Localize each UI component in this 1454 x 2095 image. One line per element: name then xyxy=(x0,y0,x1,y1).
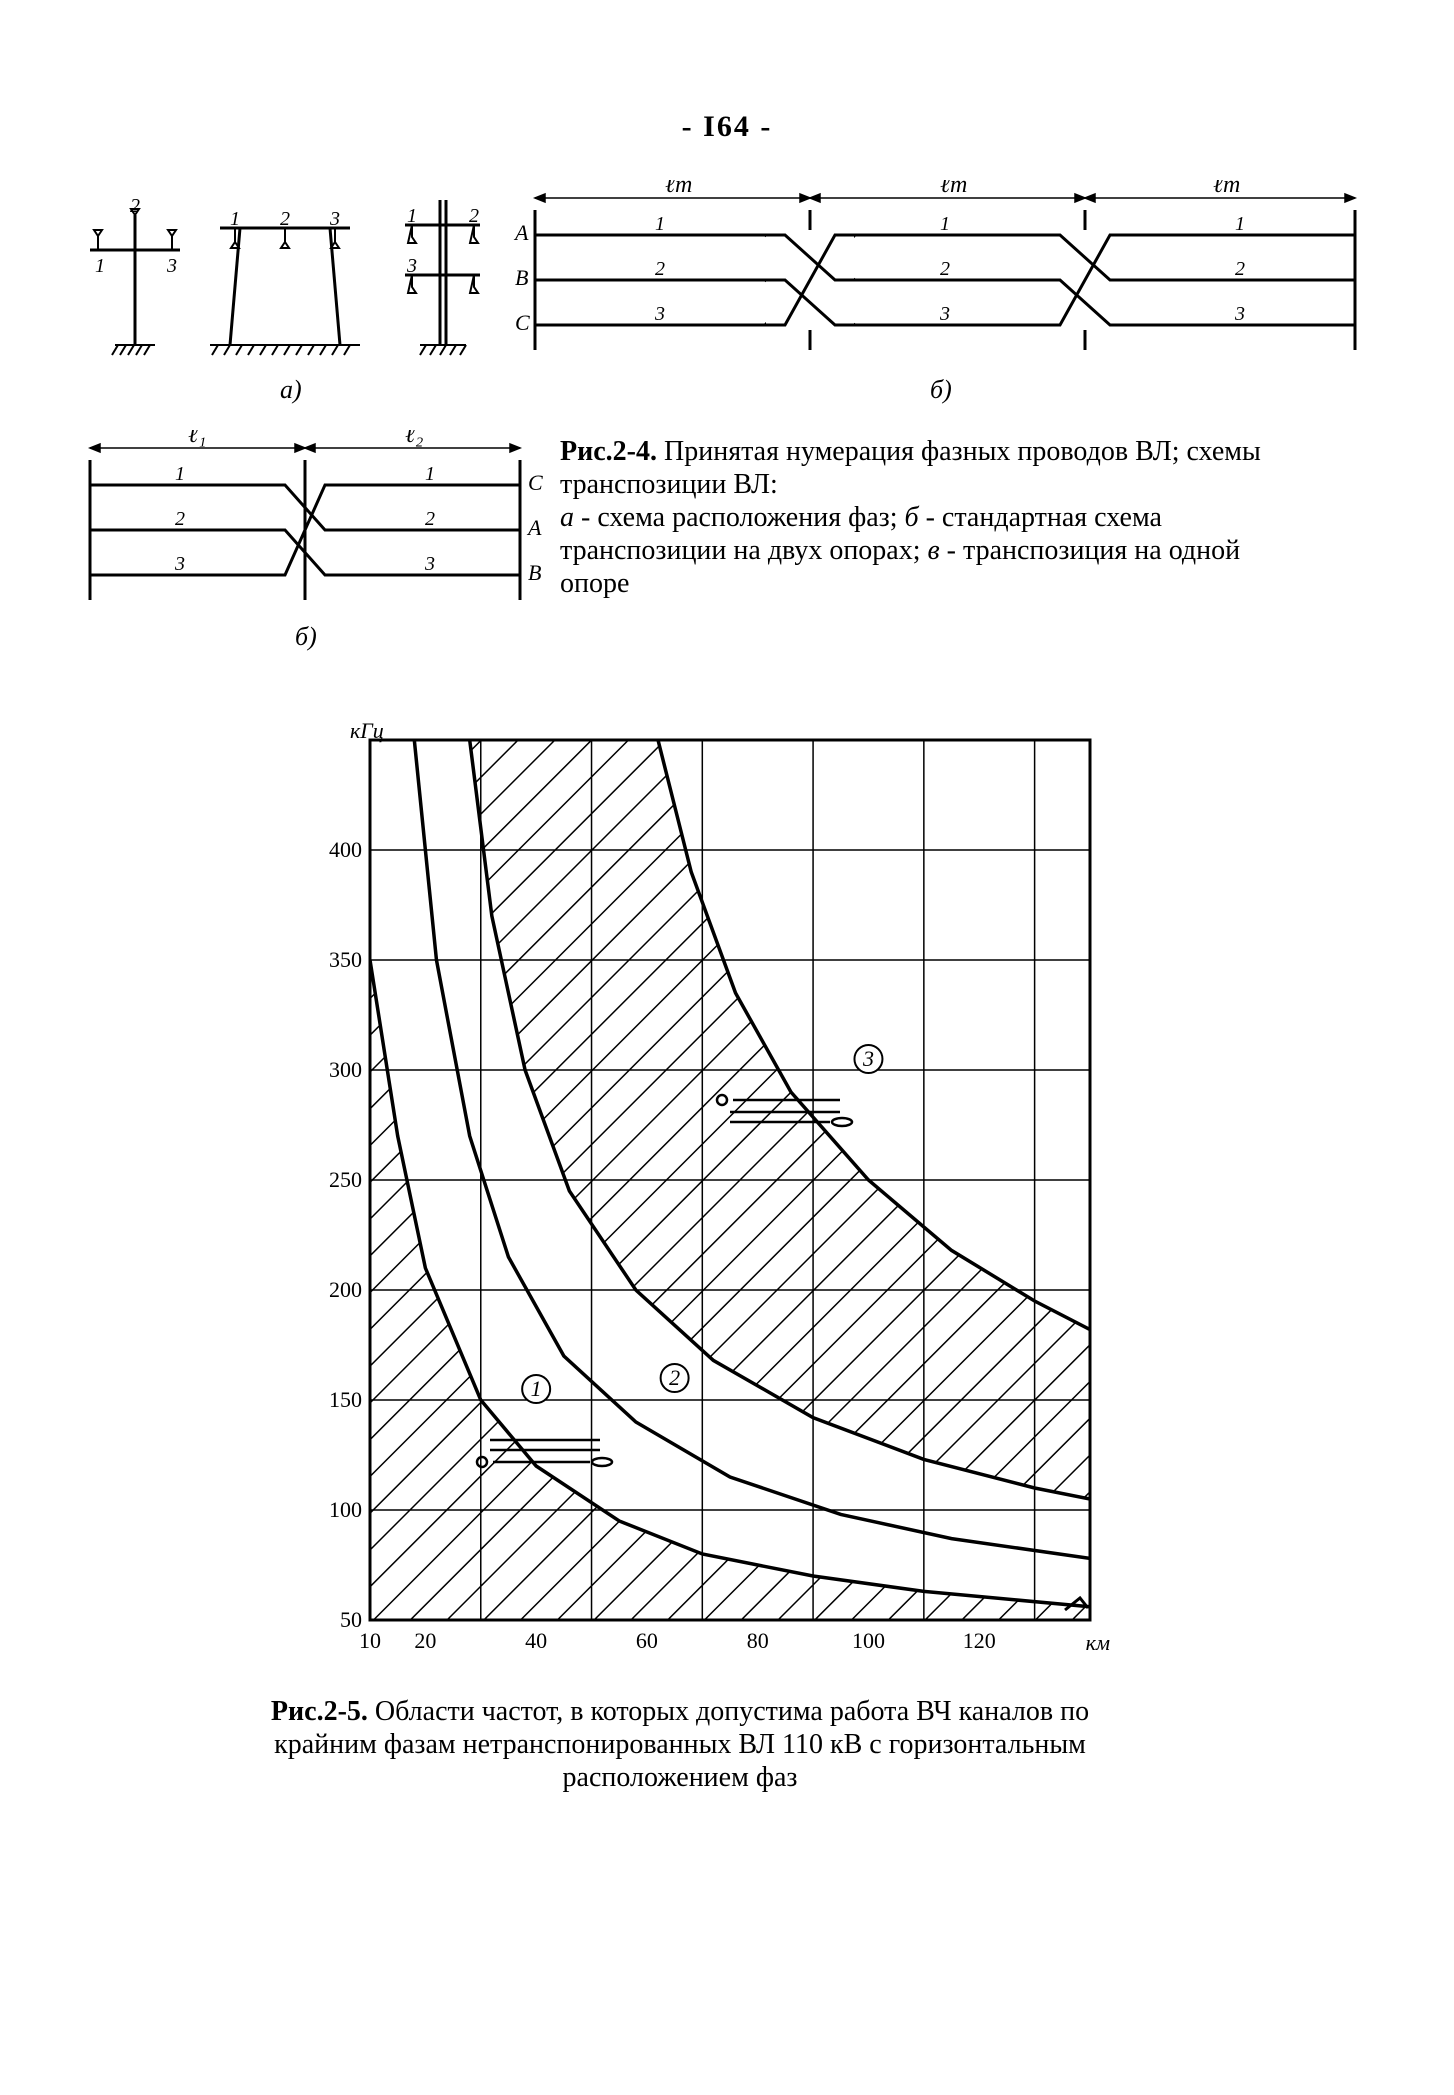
svg-text:3: 3 xyxy=(174,553,185,575)
y-axis-label: кГц xyxy=(350,720,384,743)
svg-text:3: 3 xyxy=(424,553,435,575)
phase-num: 2 xyxy=(469,205,479,227)
caption-fig-2-5-lead: Рис.2-5. xyxy=(271,1696,368,1727)
page-number: - I64 - xyxy=(0,110,1454,144)
phase-num: 3 xyxy=(329,208,340,230)
svg-text:60: 60 xyxy=(636,1628,658,1653)
svg-text:100: 100 xyxy=(329,1497,362,1522)
svg-text:2: 2 xyxy=(940,258,950,280)
caption-key: б xyxy=(904,502,918,533)
segment-label-v: ℓ₂ xyxy=(405,430,423,448)
caption-key: в xyxy=(928,535,940,566)
caption-text: - схема расположения фаз; xyxy=(574,502,904,533)
svg-text:3: 3 xyxy=(654,303,665,325)
svg-text:200: 200 xyxy=(329,1277,362,1302)
svg-text:300: 300 xyxy=(329,1057,362,1082)
svg-text:1: 1 xyxy=(1235,213,1245,235)
phase-num: 2 xyxy=(280,208,290,230)
figure-2-5-chart: 123 50100150200250300350400 102040608010… xyxy=(310,720,1130,1680)
sublabel-b: б) xyxy=(930,375,952,404)
svg-text:C: C xyxy=(528,470,543,495)
sublabel-a: а) xyxy=(280,375,302,404)
segment-label: ℓт xyxy=(940,180,967,198)
figure-2-4-top: 1 2 3 1 2 3 xyxy=(80,180,1360,420)
phase-letter: A xyxy=(513,220,529,245)
svg-text:1: 1 xyxy=(425,463,435,485)
svg-text:3: 3 xyxy=(862,1046,874,1071)
svg-text:1: 1 xyxy=(531,1376,542,1401)
svg-text:250: 250 xyxy=(329,1167,362,1192)
svg-text:1: 1 xyxy=(655,213,665,235)
caption-text: Области частот, в которых допустима рабо… xyxy=(274,1696,1089,1793)
svg-text:2: 2 xyxy=(669,1365,680,1390)
phase-num: 3 xyxy=(406,255,417,277)
svg-text:40: 40 xyxy=(525,1628,547,1653)
caption-text: Принятая нумерация фазных проводов ВЛ; с… xyxy=(560,436,1261,500)
svg-text:2: 2 xyxy=(175,508,185,530)
svg-text:1: 1 xyxy=(940,213,950,235)
svg-text:100: 100 xyxy=(852,1628,885,1653)
phase-num: 3 xyxy=(166,255,177,277)
segment-label: ℓт xyxy=(665,180,692,198)
sublabel-v: б) xyxy=(295,622,317,651)
segment-label: ℓт xyxy=(1213,180,1240,198)
svg-text:400: 400 xyxy=(329,837,362,862)
figure-2-4-v: ℓ₁ ℓ₂ 1 1 2 2 3 3 C A B б) xyxy=(80,430,550,680)
phase-num: 1 xyxy=(95,255,105,277)
phase-num: 1 xyxy=(230,208,240,230)
svg-text:3: 3 xyxy=(939,303,950,325)
phase-num: 1 xyxy=(407,205,417,227)
svg-text:350: 350 xyxy=(329,947,362,972)
svg-text:A: A xyxy=(526,515,542,540)
phase-letter: C xyxy=(515,310,530,335)
x-axis-label: км xyxy=(1086,1630,1110,1655)
svg-text:3: 3 xyxy=(1234,303,1245,325)
caption-fig-2-5: Рис.2-5. Области частот, в которых допус… xyxy=(270,1695,1090,1794)
phase-num: 2 xyxy=(130,195,140,217)
page: - I64 - 1 2 3 xyxy=(0,0,1454,2095)
phase-letter: B xyxy=(515,265,528,290)
svg-text:2: 2 xyxy=(655,258,665,280)
caption-fig-2-4: Рис.2-4. Принятая нумерация фазных прово… xyxy=(560,435,1280,600)
svg-text:1: 1 xyxy=(175,463,185,485)
svg-text:80: 80 xyxy=(747,1628,769,1653)
svg-text:2: 2 xyxy=(1235,258,1245,280)
svg-text:B: B xyxy=(528,560,541,585)
svg-text:150: 150 xyxy=(329,1387,362,1412)
svg-text:10: 10 xyxy=(359,1628,381,1653)
caption-fig-2-4-lead: Рис.2-4. xyxy=(560,436,657,467)
svg-text:120: 120 xyxy=(963,1628,996,1653)
segment-label-v: ℓ₁ xyxy=(188,430,206,448)
svg-text:20: 20 xyxy=(414,1628,436,1653)
svg-text:2: 2 xyxy=(425,508,435,530)
caption-key: а xyxy=(560,502,574,533)
